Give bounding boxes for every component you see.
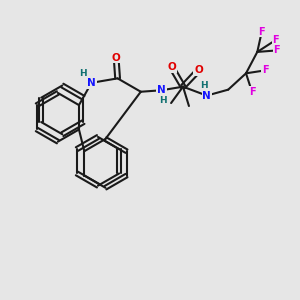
Text: H: H: [159, 96, 167, 105]
Text: F: F: [272, 35, 279, 45]
Text: H: H: [79, 69, 86, 78]
Text: O: O: [167, 62, 176, 72]
Text: F: F: [273, 45, 280, 56]
Text: O: O: [112, 52, 121, 63]
Text: F: F: [258, 27, 265, 37]
Text: F: F: [262, 65, 268, 75]
Text: O: O: [194, 65, 203, 75]
Text: N: N: [157, 85, 166, 95]
Text: H: H: [201, 81, 208, 90]
Text: N: N: [202, 91, 211, 100]
Text: N: N: [87, 78, 96, 88]
Text: F: F: [249, 87, 255, 97]
